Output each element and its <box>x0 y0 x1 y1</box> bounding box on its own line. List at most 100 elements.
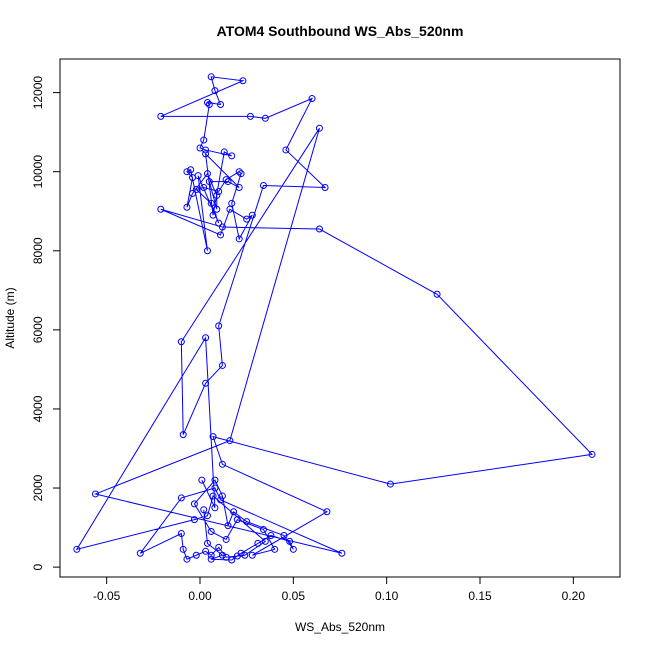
data-point <box>215 543 223 551</box>
data-point <box>233 516 241 524</box>
x-tick-label: 0.10 <box>375 589 399 603</box>
data-point <box>177 530 185 537</box>
data-point <box>228 199 236 207</box>
data-point <box>267 531 275 539</box>
data-point <box>261 114 269 122</box>
data-point <box>209 211 217 219</box>
y-tick-label: 12000 <box>31 76 45 110</box>
data-point <box>196 144 204 152</box>
data-point <box>217 496 225 504</box>
data-point <box>235 184 243 192</box>
data-point <box>136 549 144 557</box>
data-point <box>235 168 243 176</box>
data-point <box>218 460 226 468</box>
data-point <box>286 537 294 545</box>
data-point <box>207 528 215 536</box>
y-tick-label: 8000 <box>31 237 45 264</box>
data-point <box>183 168 191 176</box>
y-tick-label: 0 <box>31 563 45 570</box>
data-point <box>200 136 208 144</box>
data-point <box>218 492 226 500</box>
data-point <box>211 87 219 95</box>
data-point <box>207 555 215 563</box>
data-point <box>259 182 267 190</box>
data-point <box>202 379 210 387</box>
data-point <box>203 170 211 178</box>
data-point <box>73 545 81 553</box>
data-point <box>280 531 288 539</box>
chart-title: ATOM4 Southbound WS_Abs_520nm <box>217 23 464 39</box>
data-point <box>222 535 230 543</box>
data-point <box>243 518 251 526</box>
data-point <box>157 205 165 213</box>
data-point <box>187 166 195 174</box>
data-point <box>203 247 211 255</box>
data-point <box>198 476 206 484</box>
y-axis: 0 2000 4000 6000 8000 10000 12000 <box>31 76 61 570</box>
data-point <box>235 235 243 243</box>
data-point <box>228 556 236 564</box>
data-point <box>202 547 210 555</box>
x-axis-label: WS_Abs_520nm <box>295 620 385 634</box>
data-point <box>338 549 346 557</box>
y-tick-label: 2000 <box>31 474 45 501</box>
data-point <box>189 189 197 197</box>
y-tick-label: 6000 <box>31 316 45 343</box>
data-point <box>211 504 219 512</box>
data-point <box>246 112 254 120</box>
data-point <box>289 545 297 553</box>
data-point <box>202 150 210 158</box>
data-point <box>215 187 223 195</box>
data-point <box>157 112 165 120</box>
data-point <box>248 211 256 219</box>
data-point <box>254 539 262 547</box>
data-point <box>239 77 247 85</box>
series-line <box>75 76 594 561</box>
data-point <box>179 431 187 439</box>
data-point <box>205 100 213 108</box>
data-point <box>207 199 215 207</box>
data-point <box>91 490 99 498</box>
data-point <box>183 203 191 211</box>
data-point <box>230 508 238 516</box>
y-tick-label: 10000 <box>31 155 45 189</box>
data-point <box>211 476 219 484</box>
data-point <box>202 334 210 342</box>
data-point <box>237 170 245 178</box>
data-point <box>218 361 226 369</box>
x-tick-label: 0.15 <box>468 589 492 603</box>
x-axis: -0.05 0.00 0.05 0.10 0.15 0.20 <box>93 576 586 603</box>
data-point <box>209 433 217 441</box>
plot-frame <box>59 58 621 578</box>
data-point <box>213 205 221 213</box>
data-point <box>190 500 198 508</box>
y-tick-label: 4000 <box>31 395 45 422</box>
data-point <box>203 539 211 547</box>
data-point <box>218 551 226 559</box>
data-point <box>241 551 249 559</box>
data-point <box>192 551 200 559</box>
x-tick-label: -0.05 <box>93 589 121 603</box>
data-point <box>177 494 185 502</box>
data-point <box>203 99 211 106</box>
y-axis-label: Altitude (m) <box>3 287 17 348</box>
data-point <box>224 178 232 186</box>
data-point <box>321 184 329 192</box>
data-point <box>228 152 236 160</box>
data-point <box>226 437 234 445</box>
data-point <box>209 492 217 500</box>
data-point <box>282 146 290 154</box>
x-tick-label: 0.20 <box>562 589 586 603</box>
data-point <box>183 555 191 563</box>
data-point <box>323 508 331 516</box>
data-point <box>433 290 441 298</box>
data-point <box>179 545 187 553</box>
data-point <box>192 185 200 193</box>
data-point <box>200 184 208 192</box>
data-point <box>203 512 211 520</box>
data-point <box>259 526 267 534</box>
data-point <box>200 506 208 514</box>
data-point <box>215 219 223 227</box>
data-point <box>190 516 198 524</box>
